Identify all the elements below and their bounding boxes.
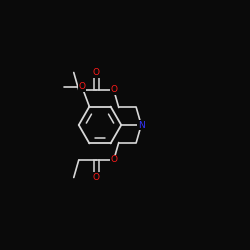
Text: O: O <box>110 156 117 164</box>
Text: O: O <box>93 68 100 77</box>
Text: O: O <box>93 173 100 182</box>
Text: N: N <box>138 120 145 130</box>
Text: O: O <box>110 86 117 94</box>
Text: O: O <box>78 82 86 91</box>
